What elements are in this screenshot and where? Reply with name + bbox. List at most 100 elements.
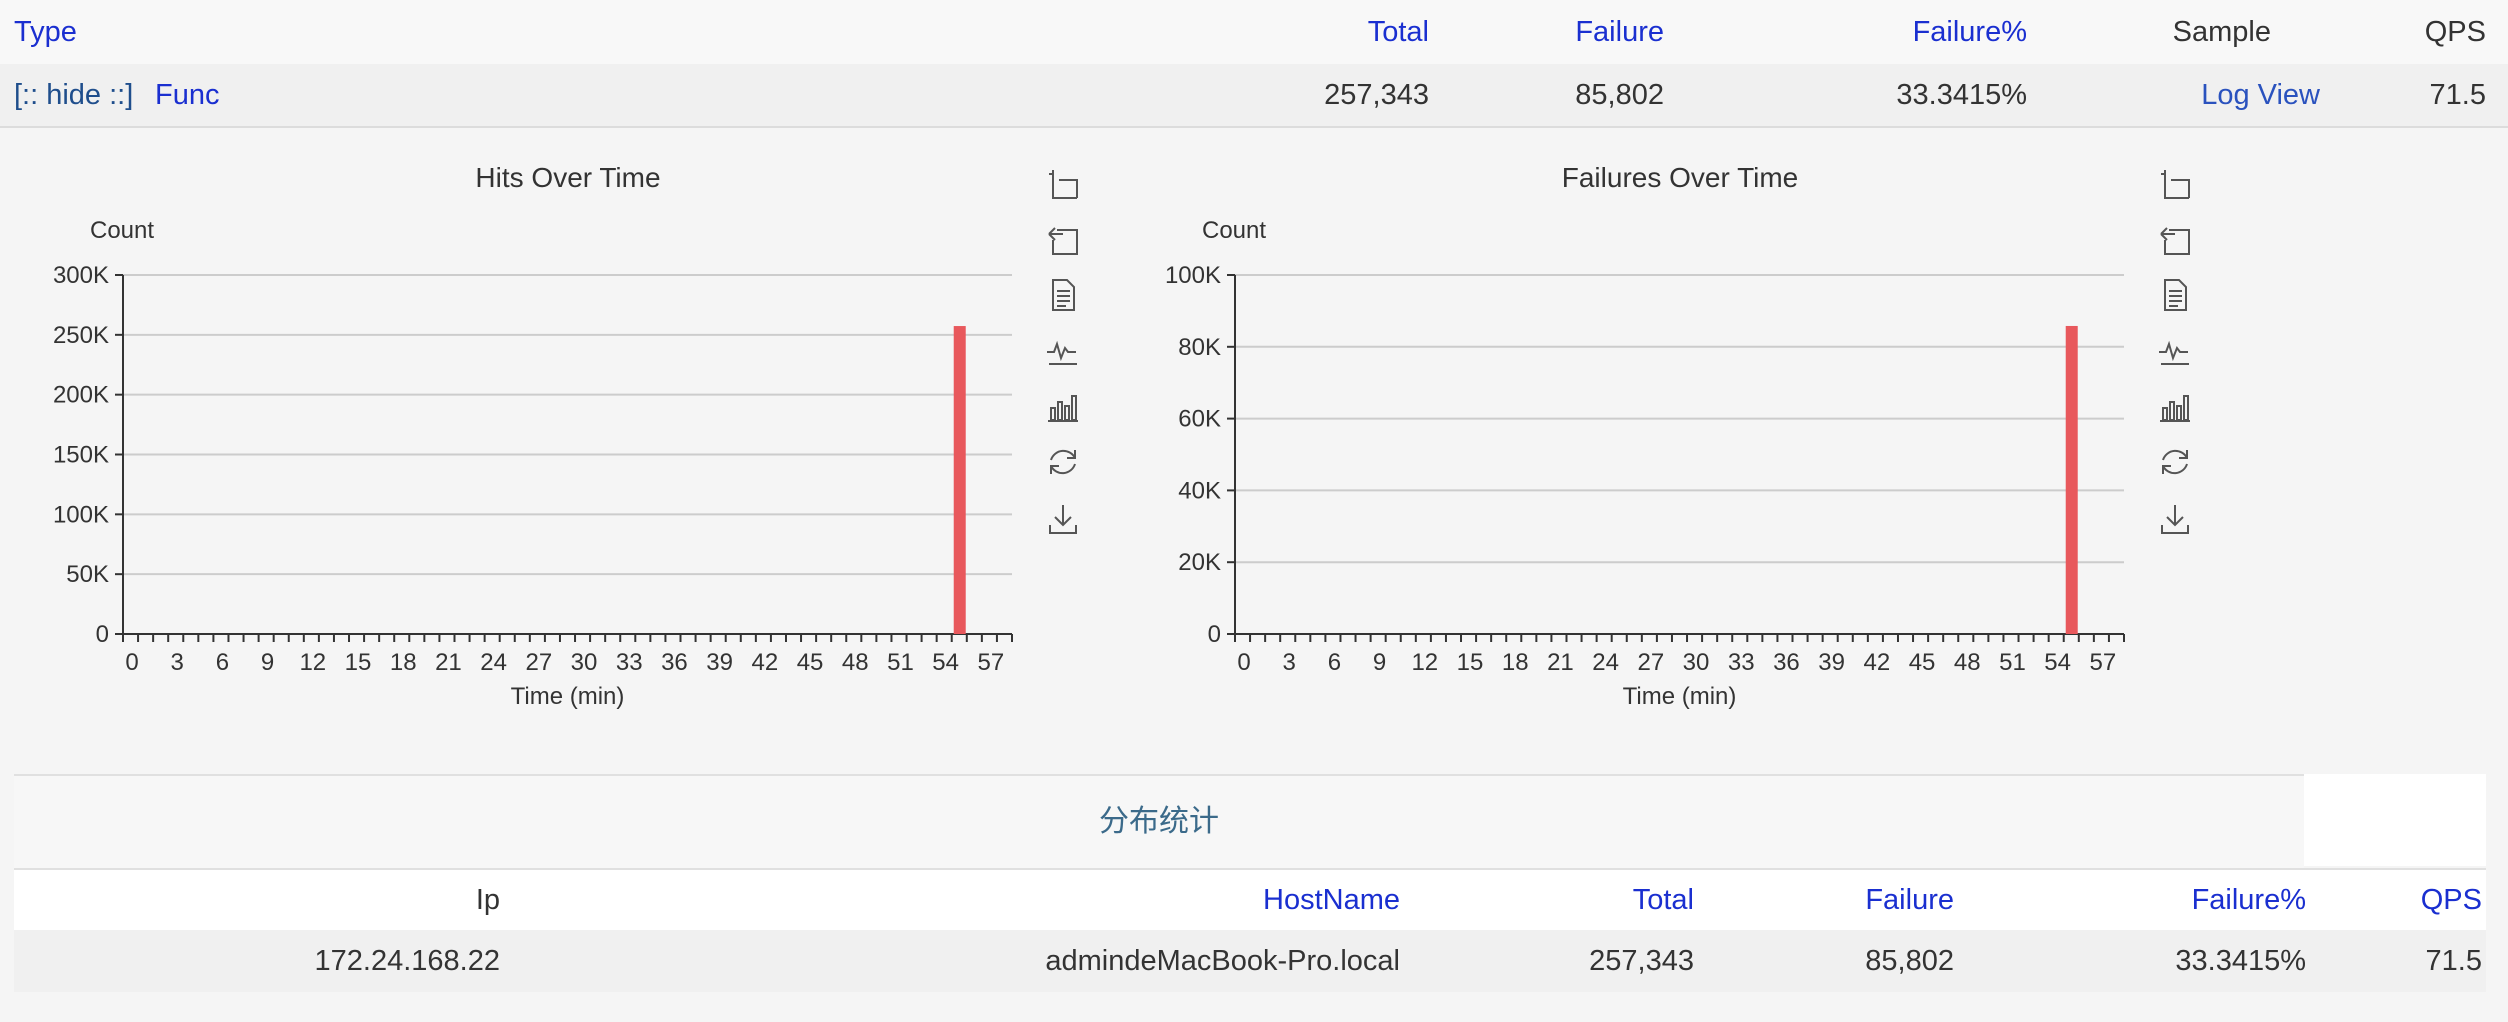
bar — [2065, 325, 2078, 634]
x-tick-label: 42 — [751, 649, 778, 676]
dist-header-hostname-link[interactable]: HostName — [1263, 884, 1400, 916]
zoom-reset-icon[interactable] — [2157, 222, 2193, 258]
x-tick-label: 54 — [2044, 649, 2071, 676]
x-tick-label: 54 — [932, 649, 959, 676]
row-total: 257,343 — [1324, 79, 1429, 111]
x-tick-label: 6 — [1328, 649, 1341, 676]
dist-header-total-link[interactable]: Total — [1632, 884, 1694, 916]
hide-toggle-link[interactable]: [:: hide ::] — [14, 79, 134, 111]
y-axis-label: Count — [90, 217, 154, 244]
restore-icon[interactable] — [1045, 444, 1081, 480]
x-tick-label: 42 — [1863, 649, 1890, 676]
x-tick-label: 30 — [571, 649, 598, 676]
x-tick-label: 12 — [1411, 649, 1438, 676]
x-tick-label: 48 — [1954, 649, 1981, 676]
x-tick-label: 9 — [1373, 649, 1386, 676]
y-tick-label: 60K — [1178, 406, 1221, 433]
bar-chart-icon[interactable] — [2157, 388, 2193, 424]
dist-header-failure-link[interactable]: Failure — [1865, 884, 1954, 916]
x-tick-label: 15 — [345, 649, 372, 676]
header-failure-pct-link[interactable]: Failure% — [1912, 16, 2027, 48]
x-tick-label: 0 — [125, 649, 138, 676]
log-view-link[interactable]: Log View — [2201, 79, 2320, 111]
y-tick-label: 0 — [96, 621, 109, 648]
line-chart-icon[interactable] — [1045, 332, 1081, 368]
zoom-icon[interactable] — [2157, 168, 2193, 204]
x-tick-label: 51 — [1999, 649, 2026, 676]
x-tick-label: 36 — [1773, 649, 1800, 676]
x-tick-label: 21 — [1547, 649, 1574, 676]
x-tick-label: 36 — [661, 649, 688, 676]
dist-row-failure: 85,802 — [1865, 945, 1954, 977]
x-tick-label: 57 — [2090, 649, 2117, 676]
save-image-icon[interactable] — [1045, 501, 1081, 537]
distribution-header-spacer — [2304, 774, 2486, 866]
zoom-reset-icon[interactable] — [1045, 222, 1081, 258]
dist-row-total: 257,343 — [1589, 945, 1694, 977]
y-tick-label: 100K — [53, 501, 109, 528]
main-table-header: Type Total Failure Failure% Sample QPS — [0, 0, 2508, 66]
y-tick-label: 0 — [1208, 621, 1221, 648]
dist-row-hostname: admindeMacBook-Pro.local — [1045, 945, 1400, 977]
y-tick-label: 300K — [53, 262, 109, 289]
zoom-icon[interactable] — [1045, 168, 1081, 204]
type-func-link[interactable]: Func — [155, 79, 220, 111]
x-tick-label: 24 — [480, 649, 507, 676]
row-failure-pct: 33.3415% — [1896, 79, 2027, 111]
x-tick-label: 33 — [616, 649, 643, 676]
failures-chart-title: Failures Over Time — [1561, 162, 1799, 193]
restore-icon[interactable] — [2157, 444, 2193, 480]
data-view-icon[interactable] — [2157, 277, 2193, 313]
x-tick-label: 3 — [171, 649, 184, 676]
header-type-link[interactable]: Type — [14, 16, 77, 48]
x-tick-label: 27 — [1637, 649, 1664, 676]
y-tick-label: 250K — [53, 322, 109, 349]
y-tick-label: 50K — [66, 561, 109, 588]
dist-row-ip: 172.24.168.22 — [314, 945, 500, 977]
x-tick-label: 12 — [299, 649, 326, 676]
x-tick-label: 51 — [887, 649, 914, 676]
x-tick-label: 3 — [1283, 649, 1296, 676]
dist-header-ip: Ip — [475, 884, 500, 916]
x-tick-label: 39 — [1818, 649, 1845, 676]
header-failure-link[interactable]: Failure — [1575, 16, 1664, 48]
dist-row-qps: 71.5 — [2425, 945, 2482, 977]
x-tick-label: 9 — [261, 649, 274, 676]
x-tick-label: 48 — [842, 649, 869, 676]
header-total-link[interactable]: Total — [1367, 16, 1429, 48]
x-axis-label: Time (min) — [1623, 683, 1737, 710]
distribution-section-header: 分布统计 — [14, 774, 2304, 868]
bar-chart-icon[interactable] — [1045, 388, 1081, 424]
y-tick-label: 150K — [53, 442, 109, 469]
dist-header-failure-pct-link[interactable]: Failure% — [2191, 884, 2306, 916]
y-axis-label: Count — [1202, 217, 1266, 244]
row-qps: 71.5 — [2429, 79, 2486, 111]
x-axis-label: Time (min) — [511, 683, 625, 710]
distribution-title: 分布统计 — [1099, 805, 1219, 838]
x-tick-label: 21 — [435, 649, 462, 676]
failures-chart-panel: Failures Over Time Count 0 20K 40K 60K 80K 100… — [1112, 140, 2212, 740]
y-tick-label: 80K — [1178, 334, 1221, 361]
x-tick-label: 15 — [1457, 649, 1484, 676]
x-tick-label: 6 — [216, 649, 229, 676]
x-tick-label: 45 — [1909, 649, 1936, 676]
save-image-icon[interactable] — [2157, 501, 2193, 537]
hits-chart-panel: Hits Over Time Count 0 50K 100K 150K 200K 250K… — [0, 140, 1100, 740]
x-tick-label: 0 — [1237, 649, 1250, 676]
main-table-row: [:: hide ::] Func 257,343 85,802 33.3415… — [0, 64, 2508, 128]
bar — [953, 326, 966, 634]
x-tick-label: 30 — [1683, 649, 1710, 676]
distribution-table-row: 172.24.168.22 admindeMacBook-Pro.local 2… — [14, 930, 2486, 992]
line-chart-icon[interactable] — [2157, 332, 2193, 368]
x-tick-label: 33 — [1728, 649, 1755, 676]
y-tick-label: 100K — [1165, 262, 1221, 289]
data-view-icon[interactable] — [1045, 277, 1081, 313]
distribution-table-header: Ip HostName Total Failure Failure% QPS — [14, 868, 2486, 932]
y-tick-label: 20K — [1178, 549, 1221, 576]
dist-header-qps-link[interactable]: QPS — [2420, 884, 2482, 916]
x-tick-label: 18 — [1502, 649, 1529, 676]
y-tick-label: 200K — [53, 382, 109, 409]
x-tick-label: 18 — [390, 649, 417, 676]
